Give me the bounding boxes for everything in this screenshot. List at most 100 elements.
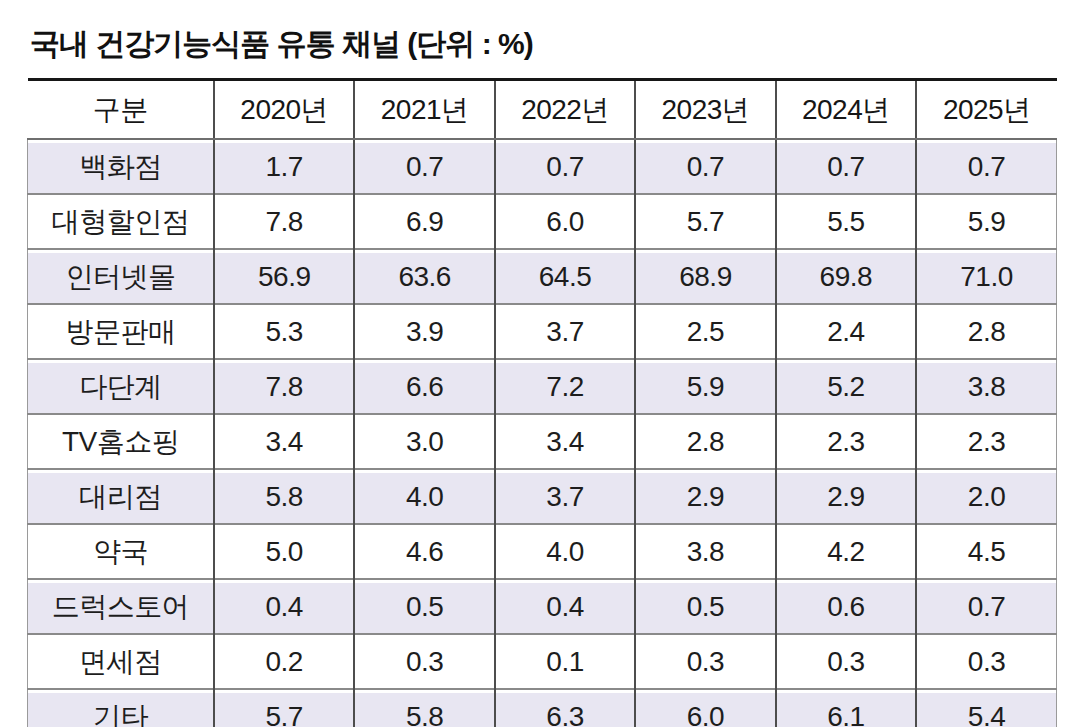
column-header-year: 2025년	[916, 80, 1056, 140]
value-cell: 5.3	[214, 304, 354, 359]
value-cell: 3.7	[495, 469, 635, 524]
table-row: 약국5.04.64.03.84.24.5	[28, 524, 1057, 579]
value-cell: 0.7	[635, 139, 775, 194]
value-cell: 4.0	[495, 524, 635, 579]
value-cell: 6.3	[495, 689, 635, 727]
value-cell: 3.4	[495, 414, 635, 469]
value-cell: 2.3	[776, 414, 916, 469]
column-header-category: 구분	[28, 80, 215, 140]
value-cell: 3.4	[214, 414, 354, 469]
value-cell: 68.9	[635, 249, 775, 304]
value-cell: 5.7	[635, 194, 775, 249]
table-row: TV홈쇼핑3.43.03.42.82.32.3	[28, 414, 1057, 469]
row-label: TV홈쇼핑	[28, 414, 215, 469]
column-header-year: 2021년	[354, 80, 494, 140]
value-cell: 0.4	[495, 579, 635, 634]
table-row: 인터넷몰56.963.664.568.969.871.0	[28, 249, 1057, 304]
value-cell: 0.6	[776, 579, 916, 634]
value-cell: 3.7	[495, 304, 635, 359]
table-row: 기타5.75.86.36.06.15.4	[28, 689, 1057, 727]
value-cell: 7.8	[214, 194, 354, 249]
column-header-year: 2022년	[495, 80, 635, 140]
table-row: 면세점0.20.30.10.30.30.3	[28, 634, 1057, 689]
value-cell: 6.6	[354, 359, 494, 414]
value-cell: 0.5	[354, 579, 494, 634]
value-cell: 6.1	[776, 689, 916, 727]
value-cell: 6.0	[495, 194, 635, 249]
value-cell: 63.6	[354, 249, 494, 304]
row-label: 방문판매	[28, 304, 215, 359]
table-row: 다단계7.86.67.25.95.23.8	[28, 359, 1057, 414]
value-cell: 3.0	[354, 414, 494, 469]
value-cell: 2.3	[916, 414, 1056, 469]
value-cell: 71.0	[916, 249, 1056, 304]
value-cell: 3.8	[635, 524, 775, 579]
row-label: 백화점	[28, 139, 215, 194]
value-cell: 0.7	[916, 139, 1056, 194]
value-cell: 0.4	[214, 579, 354, 634]
row-label: 약국	[28, 524, 215, 579]
table-row: 드럭스토어0.40.50.40.50.60.7	[28, 579, 1057, 634]
value-cell: 2.8	[635, 414, 775, 469]
value-cell: 6.0	[635, 689, 775, 727]
value-cell: 0.7	[495, 139, 635, 194]
row-label: 대리점	[28, 469, 215, 524]
row-label: 인터넷몰	[28, 249, 215, 304]
value-cell: 3.8	[916, 359, 1056, 414]
column-header-year: 2020년	[214, 80, 354, 140]
value-cell: 0.7	[354, 139, 494, 194]
infographic: 국내 건강기능식품 유통 채널 (단위 : %) 구분2020년2021년202…	[0, 0, 1080, 727]
table-row: 백화점1.70.70.70.70.70.7	[28, 139, 1057, 194]
column-header-year: 2024년	[776, 80, 916, 140]
value-cell: 2.0	[916, 469, 1056, 524]
value-cell: 0.7	[776, 139, 916, 194]
value-cell: 4.5	[916, 524, 1056, 579]
value-cell: 0.3	[916, 634, 1056, 689]
row-label: 면세점	[28, 634, 215, 689]
header-row: 구분2020년2021년2022년2023년2024년2025년	[28, 80, 1057, 140]
row-label: 기타	[28, 689, 215, 727]
table-row: 방문판매5.33.93.72.52.42.8	[28, 304, 1057, 359]
value-cell: 5.8	[354, 689, 494, 727]
row-label: 다단계	[28, 359, 215, 414]
value-cell: 56.9	[214, 249, 354, 304]
value-cell: 3.9	[354, 304, 494, 359]
value-cell: 0.5	[635, 579, 775, 634]
value-cell: 2.8	[916, 304, 1056, 359]
row-label: 드럭스토어	[28, 579, 215, 634]
table-row: 대형할인점7.86.96.05.75.55.9	[28, 194, 1057, 249]
row-label: 대형할인점	[28, 194, 215, 249]
value-cell: 5.9	[635, 359, 775, 414]
value-cell: 4.6	[354, 524, 494, 579]
value-cell: 1.7	[214, 139, 354, 194]
value-cell: 5.7	[214, 689, 354, 727]
value-cell: 2.9	[635, 469, 775, 524]
value-cell: 4.2	[776, 524, 916, 579]
value-cell: 69.8	[776, 249, 916, 304]
value-cell: 0.3	[776, 634, 916, 689]
value-cell: 5.5	[776, 194, 916, 249]
value-cell: 5.4	[916, 689, 1056, 727]
value-cell: 6.9	[354, 194, 494, 249]
page-title: 국내 건강기능식품 유통 채널 (단위 : %)	[30, 24, 1056, 65]
value-cell: 7.2	[495, 359, 635, 414]
value-cell: 5.2	[776, 359, 916, 414]
value-cell: 0.3	[635, 634, 775, 689]
value-cell: 0.7	[916, 579, 1056, 634]
value-cell: 5.8	[214, 469, 354, 524]
value-cell: 0.3	[354, 634, 494, 689]
value-cell: 7.8	[214, 359, 354, 414]
table-body: 백화점1.70.70.70.70.70.7대형할인점7.86.96.05.75.…	[28, 139, 1057, 727]
value-cell: 5.9	[916, 194, 1056, 249]
table-row: 대리점5.84.03.72.92.92.0	[28, 469, 1057, 524]
distribution-channel-table: 구분2020년2021년2022년2023년2024년2025년 백화점1.70…	[27, 78, 1057, 727]
value-cell: 2.4	[776, 304, 916, 359]
value-cell: 2.9	[776, 469, 916, 524]
value-cell: 64.5	[495, 249, 635, 304]
value-cell: 4.0	[354, 469, 494, 524]
value-cell: 5.0	[214, 524, 354, 579]
value-cell: 0.1	[495, 634, 635, 689]
value-cell: 0.2	[214, 634, 354, 689]
value-cell: 2.5	[635, 304, 775, 359]
column-header-year: 2023년	[635, 80, 775, 140]
